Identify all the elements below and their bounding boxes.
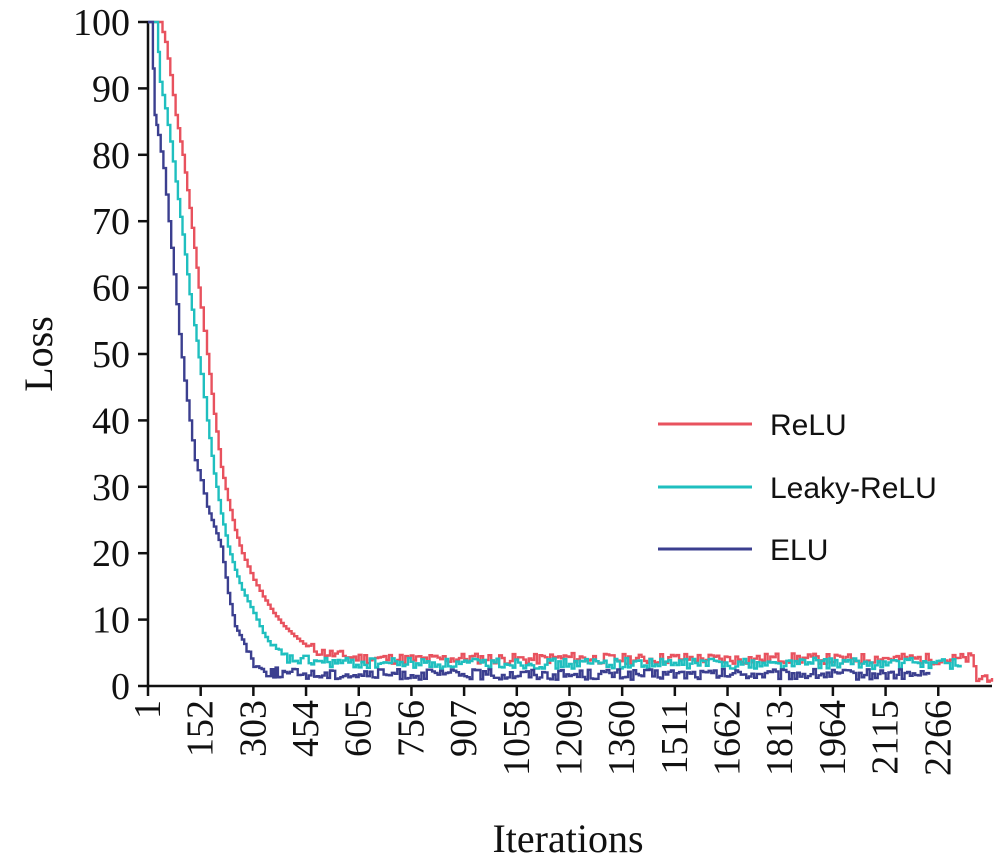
series-line-elu — [148, 20, 931, 681]
legend: ReLU Leaky-ReLU ELU — [658, 409, 937, 567]
y-tick-label: 100 — [73, 2, 130, 44]
legend-label: ELU — [770, 534, 828, 567]
y-tick-label: 80 — [92, 135, 130, 177]
y-tick-label: 40 — [92, 400, 130, 442]
x-tick-label: 756 — [390, 700, 432, 757]
x-axis-title: Iterations — [492, 816, 643, 861]
y-tick-label: 70 — [92, 201, 130, 243]
x-tick-label: 1662 — [707, 700, 749, 776]
y-tick-label: 50 — [92, 334, 130, 376]
x-ticks: 1 152 303 454 605 756 907 1058 1209 1360 1511 1662 1… — [127, 686, 959, 776]
y-tick-label: 30 — [92, 467, 130, 509]
y-tick-label: 60 — [92, 268, 130, 310]
y-tick-label: 90 — [92, 68, 130, 110]
x-tick-label: 1 — [127, 700, 169, 719]
x-tick-label: 1511 — [654, 700, 696, 775]
y-tick-label: 10 — [92, 600, 130, 642]
legend-label: Leaky-ReLU — [770, 472, 937, 505]
x-tick-label: 2115 — [865, 700, 907, 775]
y-tick-label: 0 — [111, 666, 130, 708]
series-group — [148, 20, 994, 683]
legend-label: ReLU — [770, 409, 847, 442]
x-tick-label: 454 — [285, 700, 327, 757]
y-tick-label: 20 — [92, 533, 130, 575]
x-tick-label: 152 — [180, 700, 222, 757]
x-tick-label: 907 — [443, 700, 485, 757]
y-ticks: 0 10 20 30 40 50 60 70 80 90 100 — [73, 2, 148, 708]
series-line-relu — [148, 20, 994, 683]
x-tick-label: 1964 — [812, 700, 854, 776]
x-tick-label: 1813 — [759, 700, 801, 776]
x-tick-label: 1209 — [548, 700, 590, 776]
y-axis-title: Loss — [16, 316, 61, 392]
axes — [146, 22, 992, 688]
x-tick-label: 2266 — [917, 700, 959, 776]
x-tick-label: 605 — [338, 700, 380, 757]
x-tick-label: 1360 — [601, 700, 643, 776]
x-tick-label: 303 — [232, 700, 274, 757]
series-line-leaky-relu — [148, 20, 962, 671]
x-tick-label: 1058 — [496, 700, 538, 776]
